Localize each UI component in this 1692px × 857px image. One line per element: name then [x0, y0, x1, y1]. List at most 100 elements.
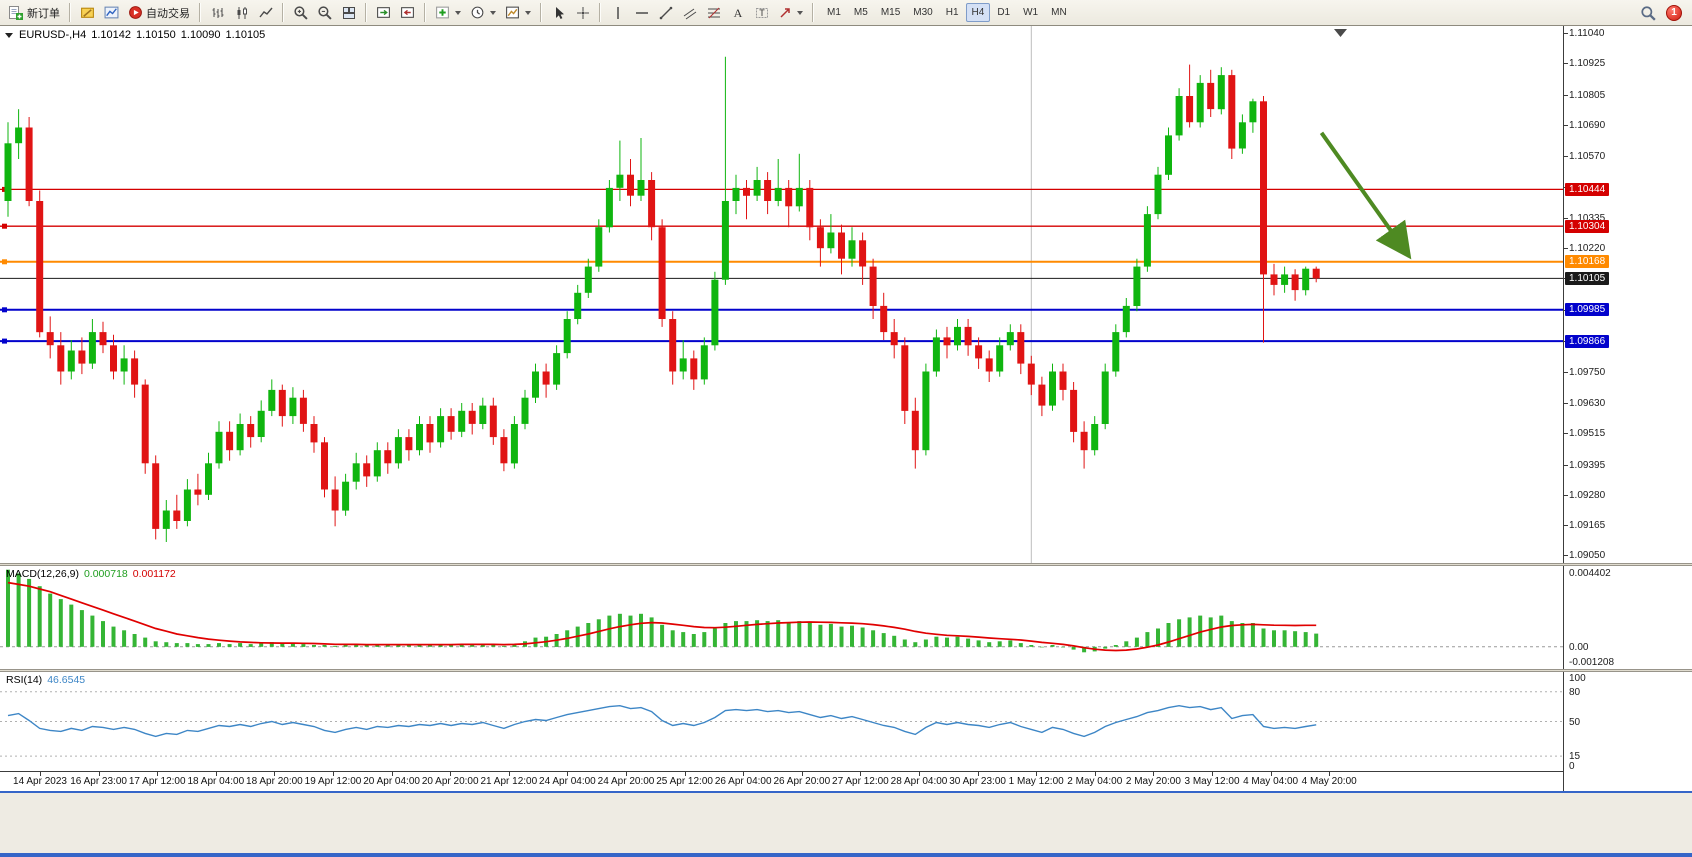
timeframe-m15-button[interactable]: M15 [880, 7, 901, 18]
price-badge-1.09866: 1.09866 [1565, 334, 1610, 348]
axis-tick [1564, 494, 1568, 496]
new-order-button[interactable]: 新订单 [4, 2, 64, 23]
timeframe-m5-button[interactable]: M5 [853, 7, 868, 18]
toolbar-separator [365, 3, 367, 22]
rsi-chart[interactable] [0, 672, 1563, 771]
charts-button[interactable] [100, 2, 123, 23]
label-button[interactable]: T [750, 2, 773, 23]
timeframe-m1-button[interactable]: M1 [827, 7, 841, 18]
timeframe-mn-button[interactable]: MN [1051, 7, 1067, 18]
time-tick [215, 772, 217, 776]
notification-badge[interactable]: 1 [1666, 4, 1682, 21]
zoom-in-button[interactable] [289, 2, 312, 23]
price-axis[interactable]: 1.11040 1.10925 1.10805 1.10690 1.10570 1.104… [1563, 26, 1692, 791]
time-tick [1329, 772, 1331, 776]
candlestick-chart[interactable] [0, 26, 1563, 563]
line-chart-button[interactable] [254, 2, 277, 23]
time-label: 21 Apr 12:00 [480, 776, 538, 787]
crosshair-button[interactable] [571, 2, 594, 23]
rsi-axis-80: 80 [1569, 686, 1581, 698]
time-tick [919, 772, 920, 776]
pane-splitter[interactable] [0, 563, 1692, 566]
main-chart-pane[interactable]: EURUSD-,H4 1.10142 1.10150 1.10090 1.101… [0, 26, 1563, 563]
toolbar-separator [540, 3, 542, 22]
axis-tick [1564, 371, 1568, 373]
time-tick [860, 772, 862, 776]
time-label: 24 Apr 20:00 [597, 776, 655, 787]
rsi-pane[interactable]: RSI(14) 46.6545 [0, 672, 1563, 771]
tile-windows-button[interactable] [337, 2, 360, 23]
pane-splitter[interactable] [0, 669, 1692, 672]
vertical-line-button[interactable] [606, 2, 629, 23]
macd-chart[interactable] [0, 566, 1563, 669]
autotrading-button[interactable]: 自动交易 [124, 2, 194, 23]
toolbar-separator [812, 3, 814, 22]
channel-button[interactable] [678, 2, 701, 23]
rsi-label: RSI(14) 46.6545 [6, 674, 85, 686]
fibonacci-button[interactable] [702, 2, 725, 23]
bar-chart-button[interactable] [206, 2, 229, 23]
timeframe-group: M1 M5 M15 M30 H1 H4 D1 W1 MN [821, 3, 1073, 22]
ohlc-expand-icon[interactable] [5, 32, 13, 38]
time-tick [626, 772, 627, 776]
auto-scroll-button[interactable] [372, 2, 395, 23]
time-label: 17 Apr 12:00 [128, 776, 186, 787]
periods-button[interactable] [466, 2, 500, 23]
time-tick [743, 772, 745, 776]
time-tick [157, 772, 159, 776]
macd-pane[interactable]: MACD(12,26,9) 0.000718 0.001172 [0, 566, 1563, 669]
indicators-button[interactable] [431, 2, 465, 23]
indicators-icon [435, 5, 450, 20]
rsi-name: RSI(14) [6, 674, 43, 686]
time-label: 28 Apr 04:00 [890, 776, 948, 787]
cursor-button[interactable] [547, 2, 570, 23]
metaeditor-button[interactable] [76, 2, 99, 23]
charts-icon [104, 5, 119, 20]
timeframe-m30-button[interactable]: M30 [913, 7, 933, 18]
time-tick [450, 772, 452, 776]
toolbar-separator [69, 3, 71, 22]
search-button[interactable] [1636, 2, 1660, 23]
dropdown-caret-icon [490, 10, 496, 15]
template-button[interactable] [501, 2, 535, 23]
arrows-button[interactable] [774, 2, 807, 23]
rsi-axis-50: 50 [1569, 716, 1581, 728]
zoom-out-button[interactable] [313, 2, 336, 23]
macd-axis-min: -0.001208 [1569, 657, 1615, 668]
time-label: 24 Apr 04:00 [539, 776, 596, 787]
price-badge-1.10304: 1.10304 [1565, 219, 1610, 233]
bottom-workspace [0, 791, 1692, 857]
price-tick-label: 1.10925 [1569, 58, 1606, 70]
candlestick-button[interactable] [230, 2, 253, 23]
time-label: 25 Apr 12:00 [656, 776, 713, 787]
bar-chart-icon [211, 6, 225, 20]
ohlc-low: 1.10090 [180, 29, 221, 41]
autotrading-icon [128, 5, 143, 20]
chart-shift-button[interactable] [396, 2, 419, 23]
svg-text:A: A [733, 6, 742, 20]
text-button[interactable]: A [726, 2, 749, 23]
macd-axis-zero: 0.00 [1569, 641, 1589, 653]
price-tick-label: 1.09515 [1569, 428, 1606, 440]
vertical-line-icon [611, 6, 625, 20]
auto-scroll-icon [376, 5, 391, 20]
price-badge-1.09985: 1.09985 [1565, 303, 1610, 317]
toolbar-separator [599, 3, 601, 22]
text-icon: A [731, 6, 745, 20]
time-label: 4 May 04:00 [1243, 776, 1299, 787]
axis-tick [1564, 525, 1568, 526]
timeframe-w1-button[interactable]: W1 [1023, 7, 1039, 18]
price-tick-label: 1.10220 [1569, 243, 1606, 255]
timeframe-d1-button[interactable]: D1 [997, 7, 1011, 18]
time-axis[interactable]: 14 Apr 2023 16 Apr 23:00 17 Apr 12:00 18 Ap… [0, 771, 1563, 791]
trendline-button[interactable] [654, 2, 677, 23]
time-label: 4 May 20:00 [1301, 776, 1357, 787]
timeframe-h1-button[interactable]: H1 [945, 7, 959, 18]
time-label: 20 Apr 20:00 [421, 776, 479, 787]
horizontal-line-button[interactable] [630, 2, 653, 23]
macd-axis-max: 0.004402 [1569, 568, 1611, 579]
timeframe-h4-button[interactable]: H4 [965, 3, 991, 22]
time-tick [1094, 772, 1096, 776]
price-tick-label: 1.10570 [1569, 151, 1606, 163]
toolbar-separator [199, 3, 201, 22]
